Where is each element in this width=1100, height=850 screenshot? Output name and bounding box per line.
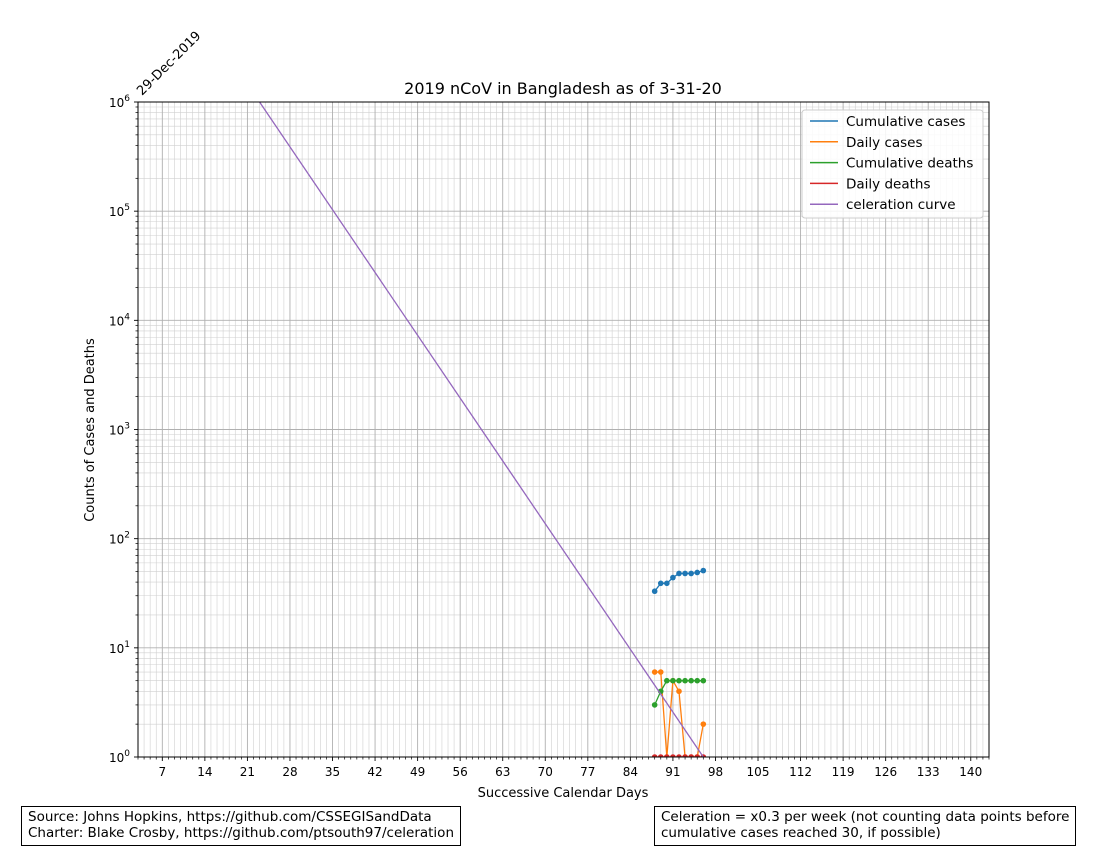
charter-text: Charter: Blake Crosby, https://github.co…	[28, 825, 455, 841]
x-tick-label: 119	[832, 765, 855, 779]
series-cumulative-cases	[651, 567, 707, 595]
series-celeration-curve	[259, 102, 704, 757]
x-tick-label: 35	[325, 765, 340, 779]
x-axis-ticks: 7 14 21 28 35 42 49 56 63 70 77 84 91 98 105 112 119 126 1…	[137, 757, 990, 779]
data-point-daily-deaths	[664, 754, 670, 757]
x-tick-label: 140	[959, 765, 982, 779]
x-tick-label: 133	[917, 765, 940, 779]
celeration-note: Celeration = x0.3 per week (not counting…	[654, 806, 1077, 846]
y-tick-label: 104	[109, 312, 130, 328]
x-tick-label: 7	[158, 765, 166, 779]
celeration-text-1: Celeration = x0.3 per week (not counting…	[661, 809, 1070, 825]
data-point-cumulative-cases	[688, 570, 694, 577]
x-axis-label: Successive Calendar Days	[478, 786, 649, 801]
x-tick-label: 105	[747, 765, 770, 779]
data-point-cumulative-deaths	[670, 677, 676, 684]
data-point-daily-deaths	[651, 754, 658, 757]
legend-box	[801, 109, 984, 219]
x-tick-label: 21	[240, 765, 255, 779]
x-tick-label: 14	[197, 765, 212, 779]
data-point-daily-deaths	[682, 754, 688, 757]
data-point-cumulative-deaths	[694, 677, 701, 684]
legend: Cumulative cases Daily cases Cumulative de…	[801, 109, 984, 219]
y-tick-label: 102	[109, 531, 130, 547]
data-point-cumulative-deaths	[700, 677, 707, 684]
y-tick-label: 100	[109, 749, 130, 765]
data-point-daily-deaths	[694, 754, 701, 757]
y-tick-label: 106	[109, 94, 130, 110]
series-cumulative-deaths	[651, 677, 707, 708]
legend-label: Cumulative cases	[846, 114, 965, 130]
legend-label: celeration curve	[846, 197, 956, 213]
x-tick-label: 98	[708, 765, 723, 779]
series-line-celeration-curve	[259, 102, 704, 757]
legend-label: Cumulative deaths	[846, 156, 973, 172]
x-tick-label: 77	[580, 765, 595, 779]
data-point-daily-cases	[651, 669, 658, 675]
legend-item-celeration-curve: celeration curve	[810, 197, 956, 213]
data-point-cumulative-deaths	[682, 677, 688, 684]
data-point-cumulative-deaths	[664, 677, 670, 684]
data-point-cumulative-cases	[700, 567, 707, 574]
data-point-cumulative-deaths	[651, 702, 658, 708]
legend-item-cumulative-deaths: Cumulative deaths	[810, 156, 973, 172]
y-tick-label: 105	[109, 203, 130, 219]
series-layer	[259, 102, 707, 757]
data-point-cumulative-cases	[682, 570, 688, 577]
x-tick-label: 63	[495, 765, 510, 779]
chart-title: 2019 nCoV in Bangladesh as of 3-31-20	[404, 79, 722, 98]
y-tick-label: 101	[109, 640, 130, 656]
y-axis-label: Counts of Cases and Deaths	[83, 338, 98, 522]
data-point-daily-cases	[657, 669, 664, 675]
x-tick-label: 49	[410, 765, 425, 779]
source-text: Source: Johns Hopkins, https://github.co…	[28, 809, 432, 825]
data-point-cumulative-cases	[657, 580, 664, 587]
data-point-daily-deaths	[688, 754, 694, 757]
legend-label: Daily cases	[846, 135, 923, 151]
start-date-label: 29-Dec-2019	[134, 29, 204, 99]
y-tick-label: 103	[109, 422, 130, 438]
x-tick-label: 70	[538, 765, 553, 779]
data-point-cumulative-cases	[651, 588, 658, 595]
series-daily-deaths	[651, 754, 707, 757]
data-point-daily-deaths	[676, 754, 682, 757]
data-point-daily-cases	[700, 721, 707, 727]
data-point-daily-deaths	[670, 754, 676, 757]
data-point-daily-deaths	[657, 754, 664, 757]
data-point-cumulative-cases	[676, 570, 682, 577]
x-tick-label: 84	[623, 765, 638, 779]
x-tick-label: 28	[282, 765, 297, 779]
x-tick-label: 56	[453, 765, 468, 779]
legend-item-daily-cases: Daily cases	[810, 135, 923, 151]
legend-item-daily-deaths: Daily deaths	[810, 176, 930, 192]
data-point-cumulative-deaths	[688, 677, 694, 684]
celeration-text-2: cumulative cases reached 30, if possible…	[661, 825, 941, 841]
source-note: Source: Johns Hopkins, https://github.co…	[21, 806, 462, 846]
x-tick-label: 126	[874, 765, 897, 779]
data-point-daily-cases	[676, 688, 682, 695]
data-point-cumulative-cases	[664, 580, 670, 587]
data-point-cumulative-cases	[670, 574, 676, 581]
x-tick-label: 112	[789, 765, 812, 779]
y-axis-ticks: 100 101 102 103 104 105 106	[109, 94, 138, 765]
legend-item-cumulative-cases: Cumulative cases	[810, 114, 965, 130]
x-tick-label: 42	[367, 765, 382, 779]
x-tick-label: 91	[665, 765, 680, 779]
legend-label: Daily deaths	[846, 176, 930, 192]
data-point-cumulative-cases	[694, 569, 701, 576]
data-point-cumulative-deaths	[676, 677, 682, 684]
